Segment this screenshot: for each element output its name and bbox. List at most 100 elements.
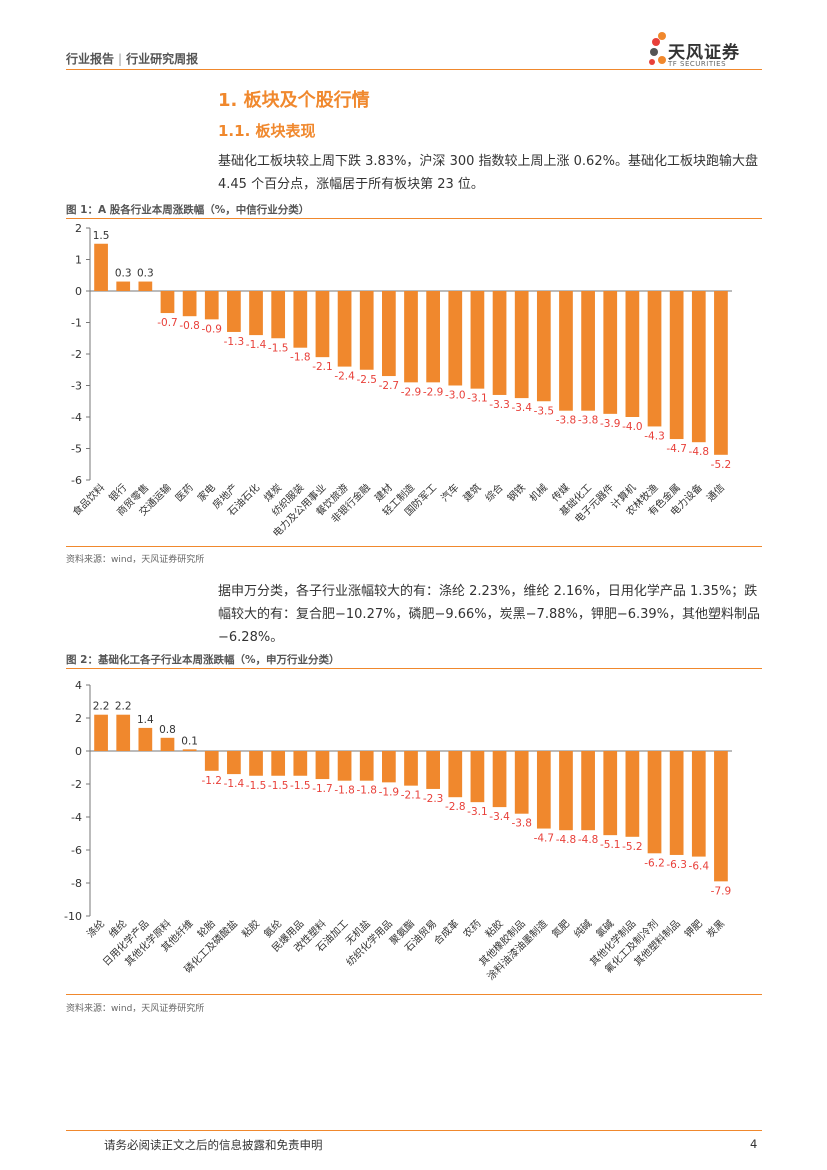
subsector-summary-paragraph: 据申万分类，各子行业涨幅较大的有：涤纶 2.23%，维纶 2.16%，日用化学产…: [218, 584, 761, 645]
report-subcategory: 行业研究周报: [126, 52, 199, 66]
tf-securities-logo-icon: [649, 32, 666, 65]
y-tick-label: -4: [71, 411, 82, 424]
data-label: -1.4: [224, 778, 245, 790]
data-label: -2.9: [401, 386, 422, 398]
bar: [94, 714, 108, 751]
y-tick-label: 2: [75, 222, 82, 235]
data-label: -2.3: [423, 793, 444, 805]
data-label: -1.3: [224, 336, 245, 348]
bar: [647, 291, 662, 427]
category-label: 医药: [173, 482, 196, 505]
figure-2-title: 图 2：基础化工各子行业本周涨跌幅（%，申万行业分类）: [66, 654, 340, 666]
data-label: -6.3: [666, 859, 687, 871]
data-label: 0.3: [137, 268, 154, 280]
data-label: -3.1: [467, 806, 488, 818]
bar: [536, 751, 551, 829]
data-label: 2.2: [115, 701, 132, 713]
bar: [293, 751, 308, 776]
data-label: -1.5: [246, 780, 267, 792]
data-label: -6.2: [644, 857, 665, 869]
bar: [492, 751, 507, 808]
data-label: -4.3: [644, 430, 665, 442]
category-label: 汽车: [438, 481, 461, 504]
data-label: 1.5: [93, 230, 110, 242]
report-header: 行业报告 | 行业研究周报: [66, 50, 198, 67]
category-label: 综合: [482, 481, 505, 504]
bar: [404, 291, 418, 383]
y-tick-label: -2: [71, 778, 82, 791]
data-label: 0.3: [115, 268, 132, 280]
y-tick-label: -6: [71, 474, 82, 487]
bar: [603, 751, 618, 836]
page-number: 4: [750, 1137, 758, 1151]
bar: [249, 751, 263, 776]
data-label: -0.8: [179, 320, 200, 332]
bar: [271, 751, 286, 776]
data-label: -1.9: [379, 786, 400, 798]
category-label: 炭黑: [704, 918, 727, 941]
data-label: 0.8: [159, 724, 176, 736]
data-label: -4.7: [534, 833, 555, 845]
y-tick-label: 4: [75, 679, 82, 692]
bar: [227, 291, 241, 332]
figure-1-top-rule: [66, 218, 762, 219]
y-tick-label: 0: [75, 745, 82, 758]
data-label: -3.0: [445, 390, 466, 402]
bar: [714, 291, 728, 455]
data-label: -4.8: [556, 834, 577, 846]
y-tick-label: -2: [71, 348, 82, 361]
figure-2-bar-chart: 420-2-4-6-8-102.2涤纶2.2维纶1.4日用化学产品0.8其他化学…: [64, 679, 732, 983]
bar: [337, 751, 352, 781]
data-label: -3.5: [534, 405, 555, 417]
data-label: -2.9: [423, 386, 444, 398]
section-heading: 1. 板块及个股行情: [218, 90, 370, 111]
data-label: 1.4: [137, 714, 154, 726]
bar: [448, 291, 463, 386]
data-label: -4.0: [622, 421, 643, 433]
category-label: 合成革: [431, 917, 461, 947]
data-label: -0.9: [202, 323, 223, 335]
sector-summary-paragraph: 基础化工板块较上周下跌 3.83%，沪深 300 指数较上周上涨 0.62%。基…: [218, 154, 758, 192]
data-label: -3.8: [556, 415, 577, 427]
data-label: -1.5: [290, 780, 311, 792]
bar: [581, 751, 595, 831]
data-label: -3.8: [578, 415, 599, 427]
y-tick-label: 0: [75, 285, 82, 298]
figure-2-top-rule: [66, 668, 762, 669]
bar: [182, 291, 197, 317]
y-tick-label: -1: [71, 317, 82, 330]
bar: [138, 727, 153, 751]
data-label: -1.4: [246, 339, 267, 351]
bar: [204, 751, 219, 771]
data-label: -6.4: [689, 861, 710, 873]
bar: [94, 243, 108, 291]
figure-2-bottom-rule: [66, 994, 762, 995]
category-label: 钢铁: [504, 481, 527, 504]
bar: [404, 751, 418, 786]
bar: [448, 751, 463, 798]
data-label: -2.1: [401, 790, 422, 802]
bar: [559, 291, 573, 411]
bar: [691, 291, 706, 443]
bar: [669, 291, 684, 440]
bar: [359, 291, 374, 370]
category-label: 氮肥: [549, 917, 572, 940]
bar: [625, 291, 640, 417]
data-label: -4.7: [666, 443, 687, 455]
data-label: -3.4: [511, 402, 532, 414]
data-label: -5.1: [600, 839, 621, 851]
bar: [315, 291, 330, 358]
data-label: 2.2: [93, 701, 110, 713]
bar: [381, 751, 396, 783]
data-label: -1.8: [356, 785, 377, 797]
bar: [204, 291, 219, 320]
category-label: 钾肥: [682, 917, 705, 940]
category-label: 机械: [527, 481, 550, 504]
category-label: 通信: [704, 482, 727, 505]
data-label: -3.3: [489, 399, 510, 411]
data-label: -7.9: [711, 885, 732, 897]
figure-1-source: 资料来源：wind，天风证券研究所: [66, 555, 205, 565]
bar: [337, 291, 352, 367]
bar: [426, 751, 441, 789]
y-tick-label: -5: [71, 443, 82, 456]
